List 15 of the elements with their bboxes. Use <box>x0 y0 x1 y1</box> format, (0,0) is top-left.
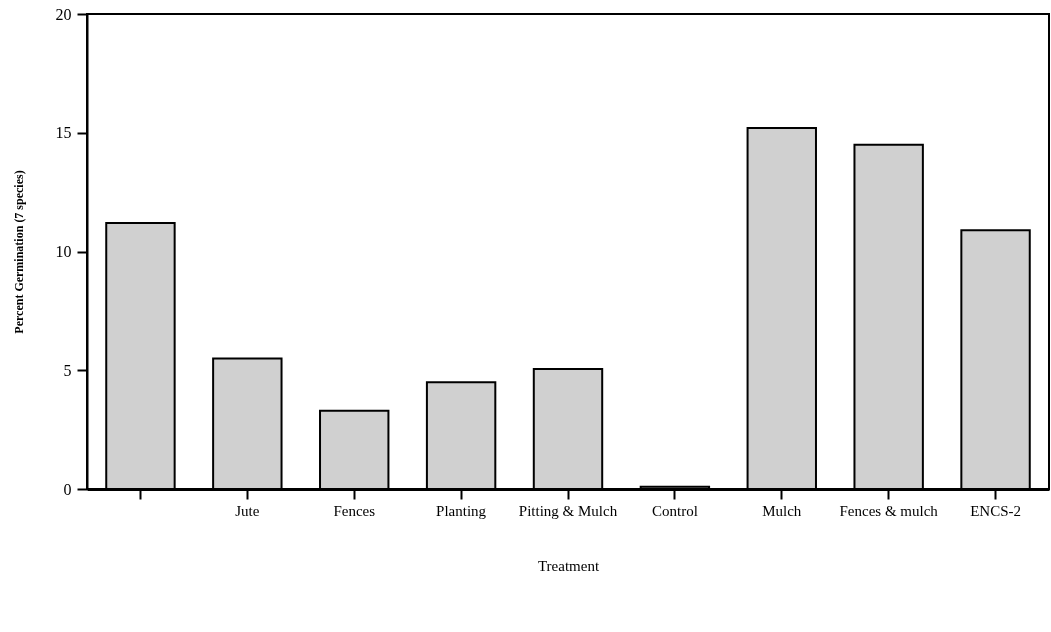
y-tick-label: 10 <box>55 243 72 260</box>
x-tick-label: ENCS-2 <box>970 502 1021 519</box>
y-axis-title: Percent Germination (7 species) <box>11 170 26 334</box>
y-tick-label: 15 <box>55 124 72 142</box>
y-tick-label: 20 <box>55 5 72 23</box>
x-tick-label: Fences & mulch <box>839 502 939 519</box>
x-tick-label: Mulch <box>762 502 802 519</box>
x-axis-title: Treatment <box>537 557 600 574</box>
x-tick-label: Planting <box>436 502 487 519</box>
x-tick-label: Control <box>651 502 698 519</box>
y-tick-label: 5 <box>63 361 72 379</box>
x-tick-label: Pitting & Mulch <box>518 502 618 519</box>
x-tick-label: Fences <box>333 502 376 519</box>
y-tick-label: 0 <box>63 480 72 498</box>
x-tick-label: Jute <box>235 502 260 519</box>
